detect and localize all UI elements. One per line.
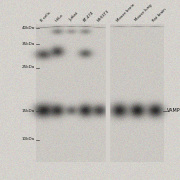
Text: 40kDa: 40kDa — [22, 26, 35, 30]
Text: B cells: B cells — [40, 11, 52, 22]
Text: NIH/3T3: NIH/3T3 — [96, 9, 110, 22]
Text: 15kDa: 15kDa — [22, 109, 35, 113]
Text: 35kDa: 35kDa — [21, 42, 35, 46]
Text: Mouse lung: Mouse lung — [134, 4, 153, 22]
Text: VAMP4: VAMP4 — [167, 108, 180, 113]
Text: 10kDa: 10kDa — [22, 138, 35, 141]
Text: Jurkat: Jurkat — [68, 12, 79, 22]
Text: 25kDa: 25kDa — [21, 66, 35, 69]
Text: BT-474: BT-474 — [82, 10, 94, 22]
Text: Mouse brain: Mouse brain — [116, 3, 136, 22]
Text: Rat brain: Rat brain — [152, 7, 168, 22]
Text: HeLa: HeLa — [54, 13, 64, 22]
